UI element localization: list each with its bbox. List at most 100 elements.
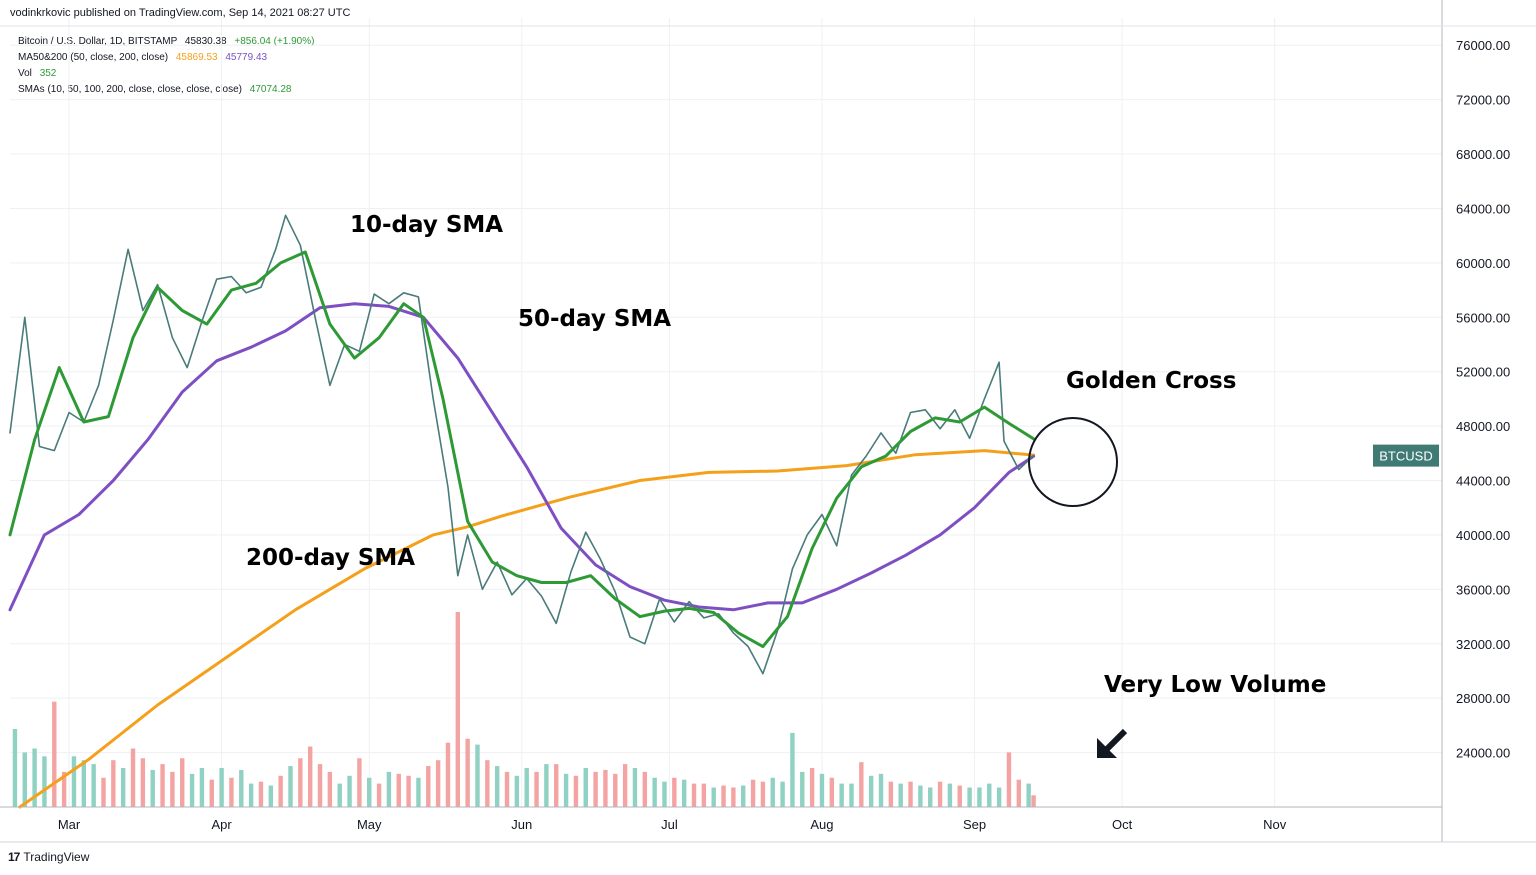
volume-bar <box>101 777 106 807</box>
legend-line-smas: SMAs (10, 50, 100, 200, close, close, cl… <box>18 82 314 98</box>
volume-bar <box>367 777 372 807</box>
price-tick-label: 28000.00 <box>1456 691 1510 706</box>
volume-bar <box>347 775 352 807</box>
volume-bar <box>327 771 333 807</box>
volume-bar <box>288 766 293 807</box>
legend-vol-value: 352 <box>39 68 57 79</box>
volume-bar <box>357 758 362 807</box>
legend-symbol-price: 45830.38 <box>184 36 227 47</box>
volume-bar <box>780 781 785 807</box>
volume-bar <box>937 781 943 807</box>
price-tick-label: 76000.00 <box>1456 38 1510 53</box>
volume-bar <box>721 785 726 807</box>
volume-bar <box>42 756 47 807</box>
legend-line-vol: Vol 352 <box>18 66 314 82</box>
volume-bar <box>209 779 214 807</box>
volume-bar <box>681 779 687 807</box>
price-tick-label: 68000.00 <box>1456 147 1510 162</box>
volume-bar <box>504 771 510 807</box>
volume-bar <box>180 758 185 807</box>
volume-bar <box>376 783 382 807</box>
date-tick-label: Sep <box>963 817 986 832</box>
volume-bar <box>199 768 205 807</box>
volume-bar <box>819 773 825 807</box>
volume-bar <box>711 787 716 807</box>
volume-bar <box>1026 783 1031 807</box>
volume-bar <box>337 783 342 807</box>
volume-bar <box>859 762 864 807</box>
volume-bar <box>563 773 569 807</box>
legend-symbol-label: Bitcoin / U.S. Dollar, 1D, BITSTAMP <box>18 36 178 47</box>
volume-bar <box>386 771 392 807</box>
legend-smas-value: 47074.28 <box>249 84 292 95</box>
volume-bar <box>248 783 254 807</box>
volume-bar <box>829 777 835 807</box>
volume-bar <box>278 775 283 807</box>
volume-bar <box>475 744 480 807</box>
volume-bar <box>258 781 264 807</box>
legend-ma-value-200: 45869.53 <box>175 52 218 63</box>
volume-bar <box>416 777 421 807</box>
volume-bar <box>849 783 854 807</box>
volume-bar <box>662 781 667 807</box>
volume-bar <box>52 701 57 807</box>
volume-bar <box>554 764 559 807</box>
date-tick-label: Mar <box>58 817 81 832</box>
annotation-sma10: 10-day SMA <box>350 212 503 238</box>
price-tick-label: 72000.00 <box>1456 93 1510 108</box>
date-tick-label: Jun <box>511 817 532 832</box>
volume-bar <box>652 777 657 807</box>
legend-vol-label: Vol <box>18 68 32 79</box>
volume-bar <box>731 787 736 807</box>
volume-bar <box>130 748 136 807</box>
volume-bar <box>701 783 707 807</box>
volume-bar <box>91 764 96 807</box>
chart-annotations: 10-day SMA 50-day SMA 200-day SMA Golden… <box>246 212 1326 758</box>
volume-bar <box>494 766 500 807</box>
volume-bar <box>150 769 155 807</box>
annotation-sma50: 50-day SMA <box>518 306 671 332</box>
volume-bar <box>573 775 579 807</box>
legend-smas-label: SMAs (10, 50, 100, 200, close, close, cl… <box>18 84 242 95</box>
volume-bar <box>534 771 539 807</box>
volume-bar <box>672 777 677 807</box>
volume-bar <box>524 768 529 807</box>
volume-bar <box>111 760 116 807</box>
series-lines <box>8 214 1036 809</box>
price-tag-bg <box>1373 444 1439 467</box>
volume-bar <box>878 773 884 807</box>
volume-bar <box>691 783 697 807</box>
volume-bar <box>957 785 962 807</box>
volume-bar <box>307 746 313 807</box>
volume-bar <box>642 771 648 807</box>
date-tick-label: Apr <box>211 817 232 832</box>
price-tick-label: 44000.00 <box>1456 474 1510 489</box>
volume-bar <box>996 787 1002 807</box>
legend-symbol-change: +856.04 (+1.90%) <box>234 36 315 47</box>
series-line-btcusd <box>9 214 1035 675</box>
volume-bar <box>977 787 982 807</box>
volume-bar <box>298 758 303 807</box>
volume-bar <box>632 768 638 807</box>
volume-bar <box>583 768 588 807</box>
volume-bar <box>229 777 234 807</box>
volume-bar <box>888 781 894 807</box>
volume-bar <box>120 768 126 807</box>
date-tick-label: Nov <box>1263 817 1287 832</box>
price-tick-label: 64000.00 <box>1456 201 1510 216</box>
volume-bar <box>928 787 933 807</box>
volume-bar <box>219 768 224 807</box>
date-tick-label: Aug <box>810 817 833 832</box>
volume-bar <box>435 760 441 807</box>
price-tick-label: 48000.00 <box>1456 419 1510 434</box>
series-line-200-day-sma <box>18 449 1036 809</box>
volume-bar <box>1016 779 1021 807</box>
volume-bar <box>268 785 274 807</box>
price-tick-label: 24000.00 <box>1456 746 1510 761</box>
date-tick-label: Jul <box>661 817 678 832</box>
volume-bar <box>987 783 992 807</box>
volume-bar <box>396 773 401 807</box>
volume-bar <box>61 771 67 807</box>
series-line-10-day-sma <box>8 250 1036 648</box>
